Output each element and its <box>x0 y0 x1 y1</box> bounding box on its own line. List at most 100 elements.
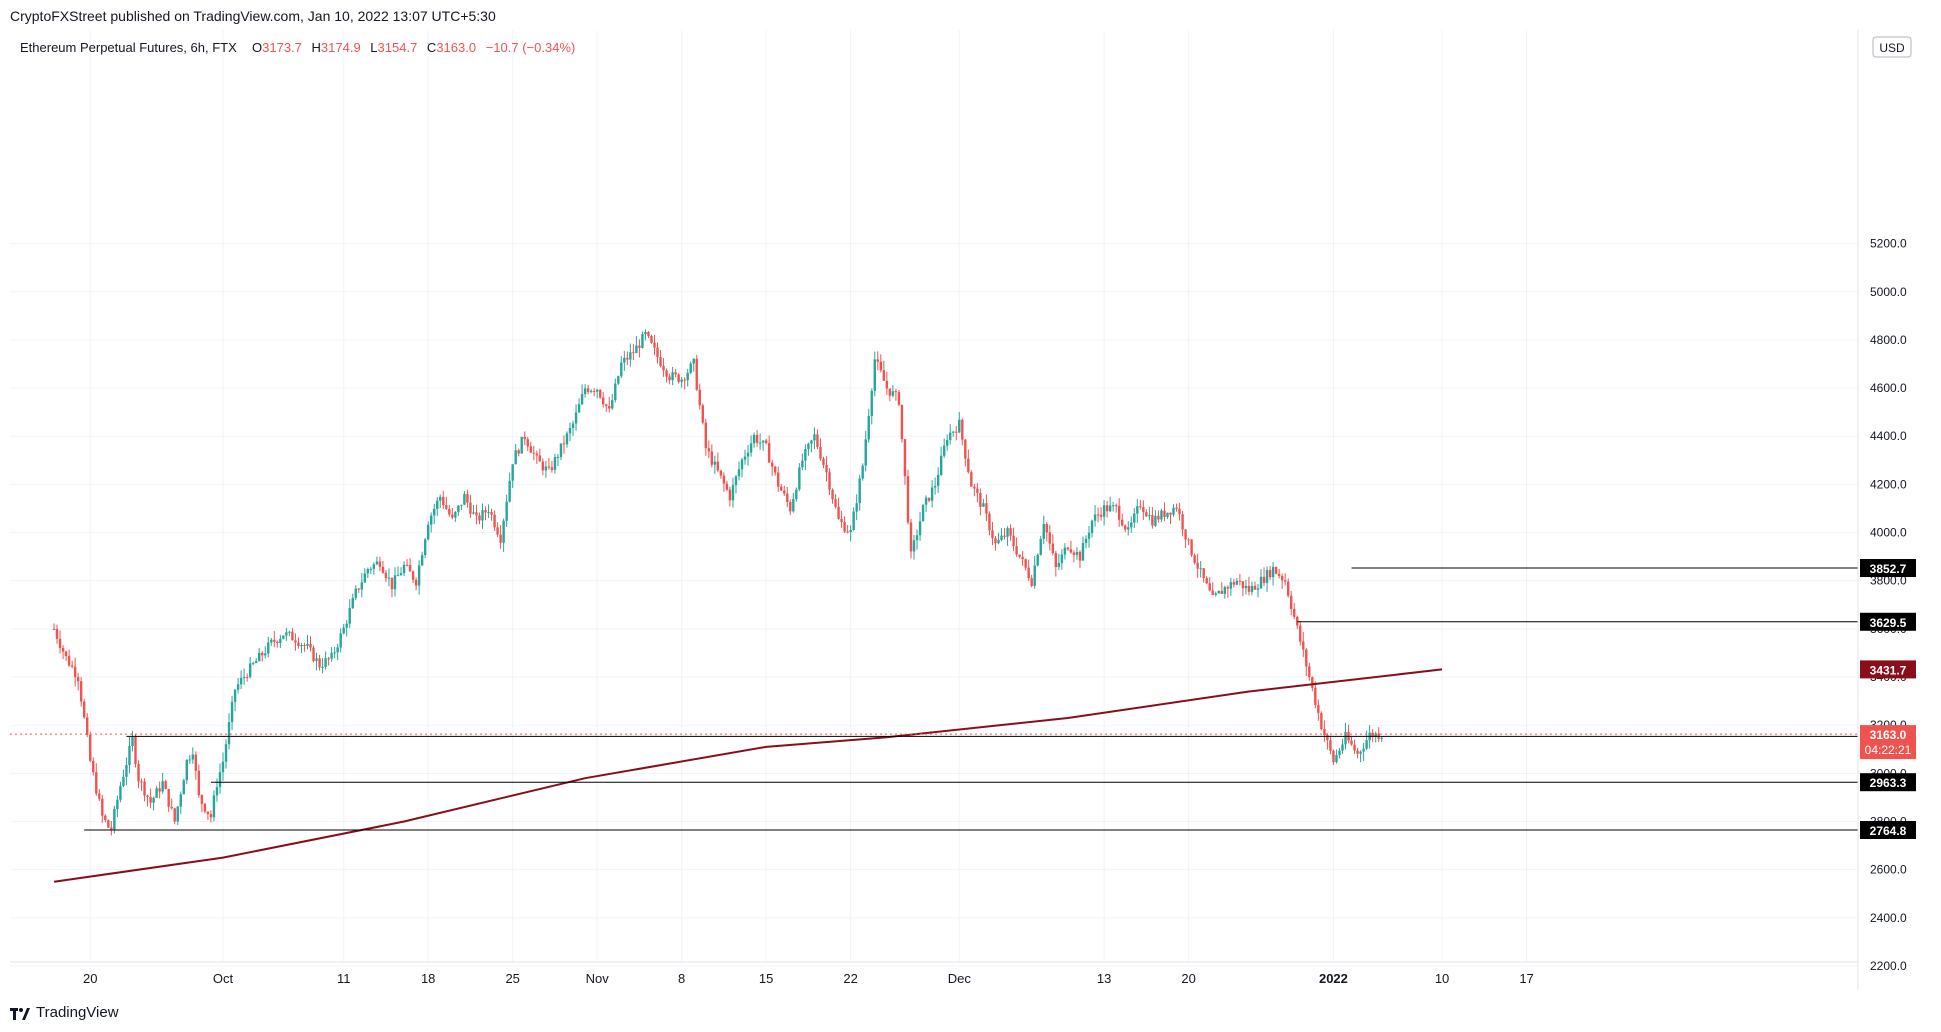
candle-body <box>493 514 496 528</box>
candle-body <box>339 633 342 648</box>
candle-body <box>1341 744 1344 751</box>
time-tick-label: 15 <box>759 971 773 986</box>
candle-body <box>994 538 997 544</box>
candle-body <box>801 460 804 468</box>
candle-body <box>571 423 575 429</box>
candle-body <box>170 806 173 809</box>
candle-body <box>327 658 330 660</box>
candle-body <box>1024 559 1027 568</box>
candle-body <box>333 652 336 654</box>
candle-body <box>659 357 662 366</box>
candle-body <box>550 467 554 470</box>
candle-body <box>1015 546 1018 555</box>
candle-body <box>535 453 539 456</box>
candle-body <box>1359 751 1362 754</box>
candle-body <box>538 455 542 462</box>
candle-body <box>152 797 155 803</box>
candle-body <box>164 781 167 790</box>
candle-body <box>457 505 460 513</box>
candle-body <box>1181 514 1184 530</box>
candle-body <box>399 573 403 576</box>
candle-body <box>955 431 958 433</box>
candle-body <box>414 579 418 586</box>
candle-body <box>1121 519 1124 526</box>
candle-body <box>810 440 813 444</box>
time-tick-label: 20 <box>1181 971 1195 986</box>
axes: 2200.02400.02600.02800.03000.03200.03400… <box>10 30 1916 990</box>
currency-badge[interactable]: USD <box>1872 36 1912 58</box>
time-tick-label: 11 <box>337 971 351 986</box>
candle-body <box>1033 565 1036 586</box>
candle-body <box>1283 580 1287 582</box>
candle-body <box>722 475 726 484</box>
candle-body <box>1214 593 1217 595</box>
candle-body <box>309 643 312 648</box>
candle-body <box>433 508 436 516</box>
level-price-label: 3629.5 <box>1870 616 1907 630</box>
candle-body <box>532 452 536 454</box>
candle-body <box>396 575 400 577</box>
candle-body <box>876 359 879 362</box>
candle-body <box>61 647 65 652</box>
candle-body <box>1030 578 1033 586</box>
candle-body <box>961 419 964 440</box>
candle-body <box>104 815 107 821</box>
candle-body <box>423 539 427 556</box>
moving-average-line[interactable] <box>53 668 1443 883</box>
candle-body <box>1350 740 1353 745</box>
candle-body <box>182 780 185 795</box>
candle-body <box>789 501 792 512</box>
candle-body <box>67 656 71 666</box>
candle-body <box>417 565 421 586</box>
candle-body <box>128 746 131 766</box>
candle-body <box>758 442 762 444</box>
candle-body <box>227 722 231 745</box>
candle-body <box>372 564 376 569</box>
candle-body <box>369 568 373 570</box>
candle-body <box>927 497 931 501</box>
candle-body <box>598 389 602 398</box>
candle-body <box>976 488 979 494</box>
candle-body <box>792 499 795 512</box>
candle-body <box>553 457 557 470</box>
candle-body <box>701 405 704 423</box>
candle-body <box>70 665 74 667</box>
candle-body <box>179 794 182 807</box>
candle-body <box>1259 576 1263 589</box>
candle-body <box>161 781 164 792</box>
candle-body <box>393 575 397 590</box>
candle-body <box>846 531 849 533</box>
candle-body <box>834 499 837 507</box>
candle-body <box>749 443 753 453</box>
candle-body <box>1178 508 1181 515</box>
candle-body <box>1262 576 1266 583</box>
candle-body <box>849 529 852 533</box>
time-tick-label: Dec <box>948 971 972 986</box>
candle-body <box>1335 755 1338 763</box>
candle-body <box>360 582 364 590</box>
candle-body <box>212 795 216 818</box>
candle-body <box>1277 573 1281 577</box>
candle-body <box>1211 590 1214 595</box>
candle-body <box>484 510 487 513</box>
candle-body <box>1320 712 1323 730</box>
candle-body <box>1356 750 1359 754</box>
candle-body <box>1199 568 1202 570</box>
candle-body <box>451 514 454 518</box>
candle-body <box>894 391 898 393</box>
candle-body <box>107 820 110 828</box>
tradingview-branding[interactable]: TradingView <box>10 1004 119 1021</box>
candle-body <box>1160 510 1163 520</box>
candle-body <box>825 464 828 473</box>
candle-body <box>1166 512 1169 518</box>
price-tick-label: 3800.0 <box>1870 574 1907 588</box>
candle-body <box>324 658 327 667</box>
candle-body <box>740 459 744 470</box>
candle-body <box>1302 641 1305 650</box>
candle-body <box>719 470 723 476</box>
candle-body <box>608 406 611 409</box>
candle-body <box>710 451 714 465</box>
candle-body <box>218 772 222 788</box>
candle-body <box>647 332 650 336</box>
